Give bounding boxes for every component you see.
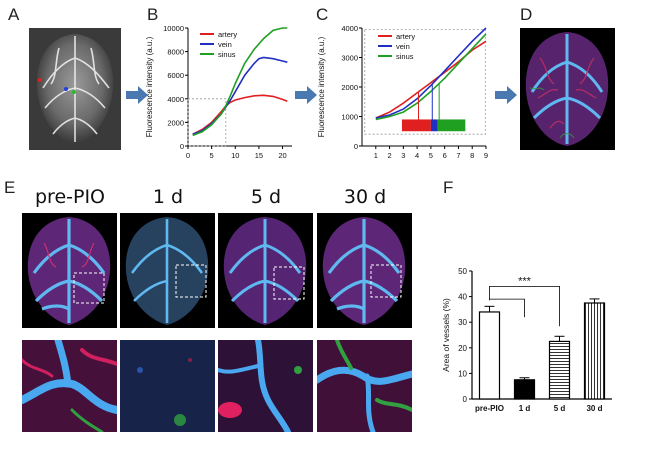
bar-0	[478, 311, 501, 400]
significance-annotation: ***	[518, 275, 532, 287]
vessel-map-pre-pio	[22, 213, 117, 328]
series-line-vein	[375, 27, 487, 119]
x-tick-label: 30 d	[586, 404, 602, 413]
y-tick-label: 4000	[341, 24, 358, 33]
series-line-sinus	[375, 33, 487, 121]
legend-label-artery: artery	[396, 32, 415, 41]
zoom-region-box	[187, 98, 227, 147]
x-tick-label: 1	[374, 151, 378, 160]
series-line-artery	[375, 40, 487, 119]
column-label-30d: 30 d	[343, 186, 387, 208]
legend-box	[364, 29, 486, 135]
y-tick-label: 4000	[167, 95, 184, 104]
column-label-pre-pio: pre-PIO	[34, 186, 106, 208]
y-axis-label: Fluorescence intensity (a.u.)	[146, 36, 154, 137]
arrival-bar-sinus	[437, 119, 466, 132]
arrow-right-icon	[495, 86, 517, 104]
zoom-inset-30d	[317, 340, 412, 432]
x-tick-label: 0	[186, 151, 190, 160]
x-tick-label: 3	[401, 151, 405, 160]
y-tick-label: 8000	[167, 48, 184, 57]
y-tick-label: 10	[458, 369, 467, 378]
panel-letter-f: F	[443, 178, 454, 197]
y-tick-label: 0	[354, 142, 358, 151]
panel-letter-b: B	[147, 5, 159, 24]
legend-label-vein: vein	[396, 42, 410, 51]
x-tick-label: 6	[443, 151, 447, 160]
bar-2	[548, 340, 571, 400]
x-tick-label: 5	[210, 151, 214, 160]
y-tick-label: 50	[458, 267, 467, 276]
panel-letter-d: D	[520, 5, 533, 24]
zoom-inset-1d	[120, 340, 215, 432]
y-tick-label: 20	[458, 344, 467, 353]
significance-bracket-inner	[489, 298, 525, 318]
y-tick-label: 2000	[341, 83, 358, 92]
panel-f-bar-chart: 0 10 20 30 40 50 Area of vessels (%) pre-PIO 1 d…	[441, 267, 612, 413]
panel-a-grayscale-image	[29, 28, 121, 150]
panel-b-line-chart: 0 2000 4000 6000 8000 10000 0 5 10 15 20 Fluorescen…	[146, 24, 292, 160]
panel-letter-c: C	[316, 5, 329, 24]
vessel-map-1d	[120, 213, 215, 328]
x-tick-label: 10	[231, 151, 239, 160]
column-label-1d: 1 d	[152, 186, 184, 208]
y-tick-label: 2000	[167, 118, 184, 127]
y-tick-label: 40	[458, 293, 467, 302]
y-tick-label: 10000	[163, 24, 184, 33]
legend-label-artery: artery	[218, 30, 237, 39]
zoom-inset-pre-pio	[22, 340, 117, 432]
x-tick-label: 20	[278, 151, 286, 160]
legend-label-sinus: sinus	[218, 50, 236, 59]
bar-1	[513, 379, 536, 400]
arrival-bar-artery	[401, 119, 431, 132]
series-line-artery	[192, 94, 288, 135]
x-tick-label: 5	[429, 151, 433, 160]
y-tick-label: 30	[458, 318, 467, 327]
x-tick-label: 8	[470, 151, 474, 160]
x-tick-label: 1 d	[519, 404, 531, 413]
x-tick-label: 7	[456, 151, 460, 160]
y-tick-label: 3000	[341, 54, 358, 63]
zoom-inset-5d	[218, 340, 313, 432]
y-axis-label: Area of vessels (%)	[441, 298, 451, 372]
panel-letter-e: E	[4, 178, 16, 197]
vessel-map-30d	[317, 213, 412, 328]
bar-3	[583, 302, 606, 400]
series-line-sinus	[192, 27, 288, 137]
arrow-right-icon	[295, 86, 317, 104]
y-axis-label: Fluorescence intensity (a.u.)	[317, 36, 326, 137]
arrival-bar-vein	[430, 119, 438, 132]
arrow-right-icon	[126, 86, 148, 104]
legend-label-vein: vein	[218, 40, 232, 49]
column-label-5d: 5 d	[250, 186, 282, 208]
x-tick-label: 4	[415, 151, 419, 160]
x-tick-label: 2	[387, 151, 391, 160]
y-tick-label: 0	[463, 395, 468, 404]
x-tick-label: pre-PIO	[475, 404, 504, 413]
y-tick-label: 6000	[167, 71, 184, 80]
x-tick-label: 15	[255, 151, 263, 160]
legend-label-sinus: sinus	[396, 52, 414, 61]
x-tick-label: 5 d	[554, 404, 566, 413]
significance-bracket-outer	[489, 285, 560, 327]
y-tick-label: 0	[180, 142, 184, 151]
panel-letter-a: A	[8, 5, 20, 24]
panel-c-line-chart: 0 1000 2000 3000 4000 1 2 3 4 5 6 7 8 9 Fluorescence i…	[317, 24, 488, 160]
panel-d-color-map	[520, 28, 615, 150]
y-tick-label: 1000	[341, 113, 358, 122]
vessel-map-5d	[218, 213, 313, 328]
x-tick-label: 9	[484, 151, 488, 160]
